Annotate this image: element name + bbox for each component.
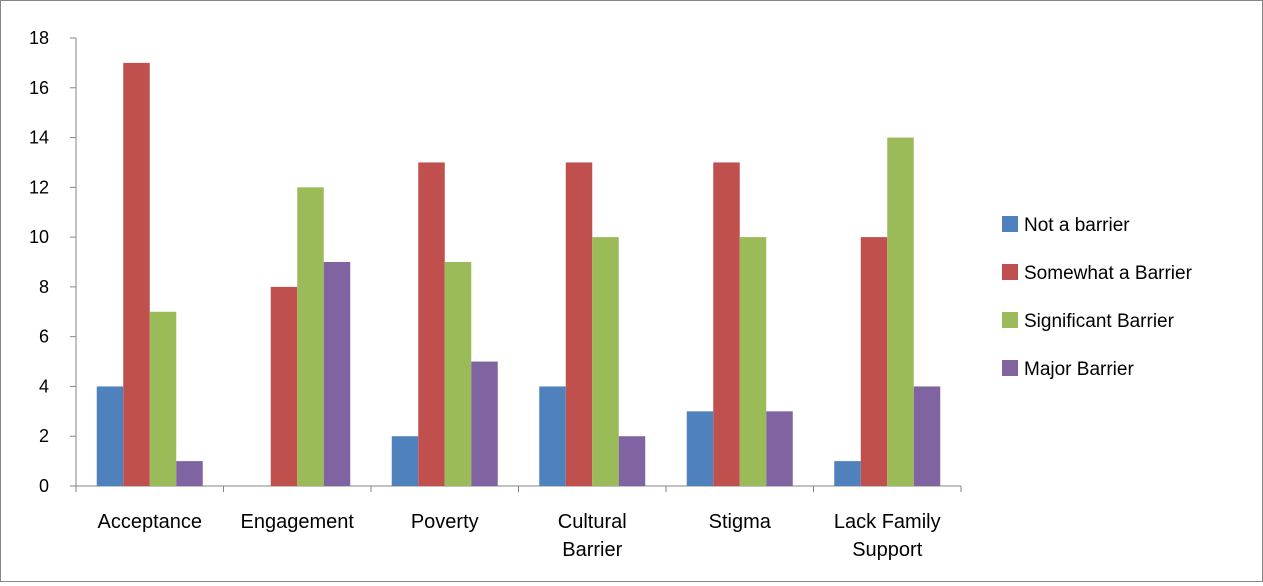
bar	[323, 262, 351, 486]
x-axis-labels: Acceptance Engagement Poverty Cultural Barri…	[97, 511, 940, 561]
y-tick-label: 2	[39, 426, 49, 446]
y-tick-label: 10	[29, 227, 49, 247]
bar	[860, 237, 888, 486]
x-tick-label: Cultural	[558, 511, 627, 533]
y-tick-label: 4	[39, 376, 49, 396]
bar	[123, 62, 150, 487]
bar	[391, 436, 419, 486]
legend-label: Somewhat a Barrier	[1024, 263, 1193, 284]
bar	[766, 411, 793, 486]
chart-axes	[70, 37, 962, 492]
legend-label: Major Barrier	[1024, 359, 1134, 380]
x-tick-label: Lack Family	[834, 511, 941, 533]
bar	[739, 237, 767, 486]
bar	[834, 461, 861, 486]
y-tick-label: 12	[29, 177, 49, 197]
x-tick-label: Stigma	[709, 511, 772, 533]
legend-swatch	[1002, 264, 1018, 280]
bar	[713, 162, 740, 486]
y-tick-label: 14	[29, 128, 49, 148]
y-tick-label: 18	[29, 28, 49, 48]
bar	[297, 187, 324, 487]
legend-swatch	[1002, 312, 1018, 328]
bar	[686, 411, 714, 486]
bar	[471, 361, 498, 486]
y-tick-label: 16	[29, 78, 49, 98]
bar	[592, 237, 619, 486]
y-axis-labels: 0 2 4 6 8 10 12 14 16 18	[29, 28, 49, 496]
x-tick-label: Poverty	[411, 511, 479, 533]
legend-label: Not a barrier	[1024, 215, 1130, 236]
legend-label: Significant Barrier	[1024, 311, 1175, 332]
x-tick-label: Barrier	[562, 539, 622, 561]
bar	[913, 386, 941, 486]
bar	[418, 162, 445, 486]
legend: Not a barrier Somewhat a Barrier Significa…	[1002, 215, 1193, 380]
y-tick-label: 6	[39, 327, 49, 347]
y-tick-label: 0	[39, 476, 49, 496]
bar	[149, 311, 177, 486]
bar	[539, 386, 566, 486]
bar	[96, 386, 124, 486]
chart-bars	[96, 62, 941, 487]
bar	[887, 137, 914, 487]
bar	[444, 262, 472, 486]
bar	[618, 436, 646, 486]
legend-swatch	[1002, 216, 1018, 232]
x-tick-label: Acceptance	[97, 511, 202, 533]
y-tick-label: 8	[39, 277, 49, 297]
bar	[270, 286, 298, 486]
x-tick-label: Engagement	[241, 511, 355, 533]
legend-swatch	[1002, 360, 1018, 376]
bar	[565, 162, 593, 486]
x-tick-label: Support	[852, 539, 922, 561]
bar	[176, 461, 203, 486]
